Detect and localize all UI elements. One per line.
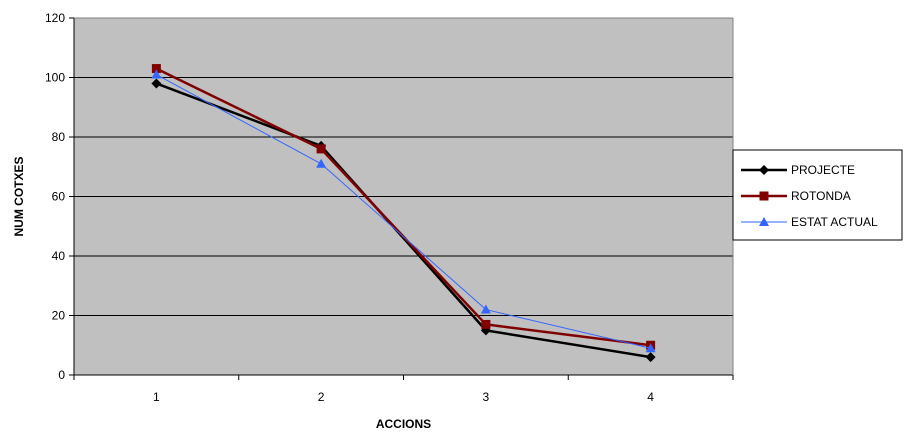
y-tick-label: 120 <box>45 11 65 25</box>
data-point <box>151 64 161 74</box>
x-axis-ticks: 1 2 3 4 <box>153 390 654 404</box>
y-tick-label: 40 <box>52 249 66 263</box>
legend-item: ESTAT ACTUAL <box>741 215 878 229</box>
legend-item: PROJECTE <box>741 163 855 177</box>
legend-swatch-marker <box>759 191 769 201</box>
x-tick-label: 2 <box>318 390 325 404</box>
legend-item: ROTONDA <box>741 189 851 203</box>
data-point <box>481 319 491 329</box>
legend: PROJECTE ROTONDA ESTAT ACTUAL <box>732 149 903 241</box>
y-axis-ticks: 0 20 40 60 80 100 120 <box>45 11 65 382</box>
data-point <box>151 78 162 89</box>
legend-label: ROTONDA <box>791 189 851 203</box>
x-tick-label: 3 <box>483 390 490 404</box>
data-series <box>151 64 656 363</box>
series-estat-actual <box>151 69 656 353</box>
y-tick-label: 100 <box>45 71 65 85</box>
legend-label: ESTAT ACTUAL <box>791 215 878 229</box>
y-tick-label: 20 <box>52 309 66 323</box>
legend-swatch-marker <box>759 165 769 175</box>
x-tick-label: 4 <box>647 390 654 404</box>
axes <box>69 17 734 380</box>
data-point <box>480 304 491 314</box>
series-line <box>156 74 651 349</box>
x-tick-label: 1 <box>153 390 160 404</box>
y-tick-label: 80 <box>52 130 66 144</box>
y-tick-label: 0 <box>58 368 65 382</box>
data-point <box>151 69 162 79</box>
legend-label: PROJECTE <box>791 163 855 177</box>
data-point <box>645 343 656 353</box>
data-point <box>316 158 327 168</box>
y-axis-title: NUM COTXES <box>12 156 26 236</box>
y-tick-label: 60 <box>52 190 66 204</box>
x-axis-title: ACCIONS <box>376 417 431 431</box>
legend-swatch-marker <box>759 217 769 226</box>
data-point <box>645 352 656 363</box>
data-point <box>316 144 326 154</box>
